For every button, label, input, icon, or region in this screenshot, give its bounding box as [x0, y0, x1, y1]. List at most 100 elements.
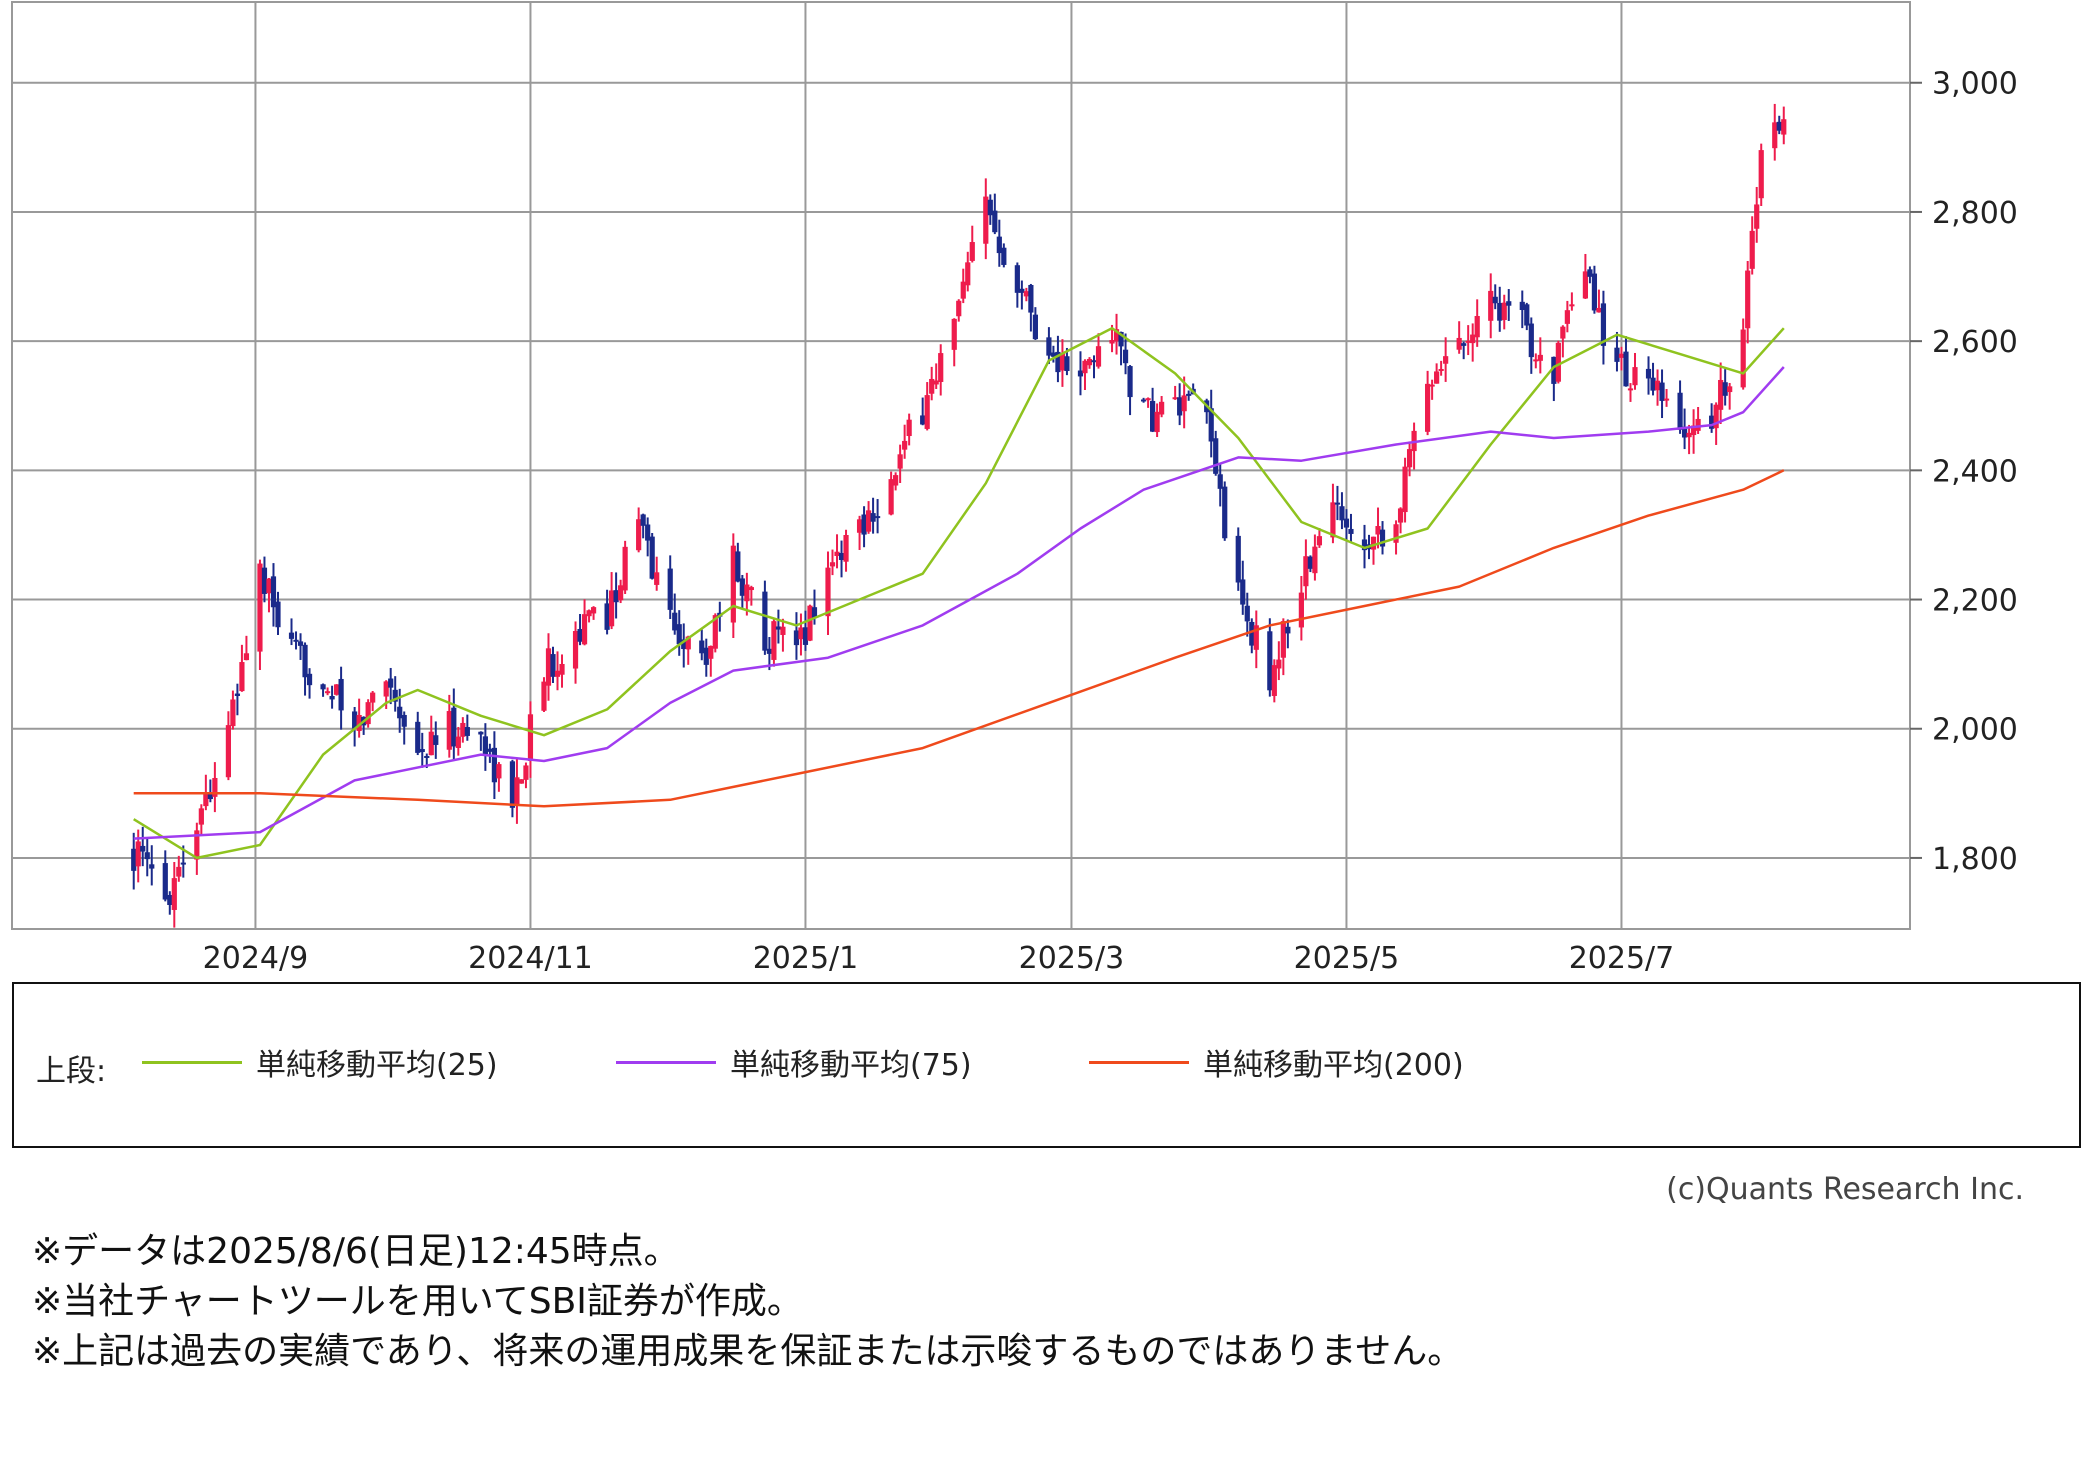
candle-body: [1393, 524, 1399, 543]
candle-body: [586, 610, 592, 617]
candle-body: [1055, 351, 1061, 373]
y-tick-label: 2,000: [1932, 713, 2018, 748]
candle-body: [1172, 397, 1178, 400]
legend-swatch-ma200: [1089, 1060, 1189, 1064]
candle-body: [1077, 370, 1084, 377]
candle-body: [167, 894, 173, 905]
candle-body: [230, 699, 236, 727]
candle-body: [388, 678, 394, 688]
candle-body: [811, 607, 818, 618]
candle-body: [455, 736, 461, 748]
candle-body: [1235, 535, 1241, 583]
candle-body: [1465, 340, 1471, 343]
candle-body: [433, 735, 439, 745]
candle-body: [960, 281, 966, 299]
candle-body: [1438, 368, 1444, 371]
candle-body: [1618, 353, 1625, 358]
candle-body: [798, 627, 804, 640]
candle-body: [640, 514, 646, 526]
candle-body: [1348, 528, 1354, 534]
candle-body: [144, 852, 150, 860]
candle-body: [1727, 386, 1733, 393]
candle-body: [577, 628, 583, 642]
legend-label-ma25: 単純移動平均(25): [256, 1048, 498, 1083]
legend-item-ma75: 単純移動平均(75): [616, 1042, 972, 1083]
candle-body: [1681, 426, 1688, 438]
plot-area: [11, 1, 1911, 930]
moving-average-line-2: [133, 469, 1785, 808]
candle-body: [1150, 400, 1156, 432]
candle-body: [1582, 271, 1589, 299]
candle-body: [1650, 377, 1656, 391]
candle-body: [744, 584, 750, 602]
candle-body: [424, 755, 430, 758]
candle-body: [365, 702, 371, 725]
candle-body: [834, 551, 840, 556]
candle-body: [762, 591, 768, 651]
candle-body: [1429, 384, 1435, 387]
candle-body: [1186, 393, 1192, 396]
candle-body: [446, 711, 452, 750]
candle-body: [775, 626, 782, 630]
candle-body: [685, 636, 691, 650]
candle-body: [897, 454, 903, 469]
candle-body: [654, 572, 660, 585]
candle-body: [856, 519, 863, 533]
candle-body: [1091, 360, 1097, 363]
x-tick-label: 2024/11: [468, 941, 593, 976]
candlesticks: [131, 103, 1787, 928]
candle-body: [865, 510, 872, 532]
candle-body: [1303, 556, 1309, 587]
candle-body: [302, 644, 308, 678]
x-tick-label: 2025/1: [753, 941, 859, 976]
candle-body: [1501, 302, 1507, 321]
candle-body: [527, 714, 534, 761]
candle-body: [288, 632, 295, 639]
candle-body: [1253, 625, 1259, 650]
candle-body: [983, 196, 989, 244]
candle-body: [708, 645, 714, 659]
candle-body: [802, 627, 809, 645]
y-tick-label: 3,000: [1932, 67, 2018, 102]
candle-body: [478, 731, 484, 735]
candle-body: [487, 748, 493, 752]
candle-body: [1307, 556, 1313, 569]
candle-body: [1776, 121, 1782, 131]
candle-body: [1677, 392, 1683, 430]
candle-body: [1663, 398, 1670, 401]
candle-body: [1402, 466, 1408, 513]
candle-body: [338, 678, 344, 711]
candle-body: [1470, 334, 1476, 344]
candle-body: [676, 624, 682, 645]
candle-body: [1627, 388, 1634, 391]
candle-body: [320, 684, 326, 690]
candle-body: [807, 605, 813, 641]
candle-body: [1560, 326, 1566, 339]
candle-body: [1343, 518, 1350, 528]
candle-body: [509, 761, 516, 808]
candle-body: [383, 681, 389, 697]
candle-body: [239, 662, 245, 692]
candle-body: [225, 725, 231, 778]
y-tick-label: 2,800: [1932, 196, 2018, 231]
y-tick-label: 2,600: [1932, 325, 2018, 360]
grid-lines: [12, 2, 1910, 929]
x-tick-label: 2025/3: [1019, 941, 1125, 976]
x-axis-ticks: 2024/9 2024/11 2025/1 2025/3 2025/5 2025/7: [203, 941, 1675, 976]
candle-body: [920, 415, 926, 425]
candle-body: [270, 576, 277, 608]
candle-body: [1713, 404, 1719, 429]
candle-body: [604, 603, 610, 630]
candle-body: [397, 706, 403, 719]
moving-average-lines: [133, 326, 1785, 860]
candle-body: [1654, 380, 1661, 391]
candle-body: [1537, 354, 1543, 361]
candle-body: [1330, 502, 1336, 538]
candle-body: [1528, 323, 1534, 358]
candle-body: [780, 626, 786, 635]
candle-body: [554, 670, 561, 677]
candle-body: [929, 378, 935, 394]
candle-body: [541, 681, 547, 711]
candle-body: [1113, 329, 1120, 342]
candle-body: [460, 722, 466, 737]
